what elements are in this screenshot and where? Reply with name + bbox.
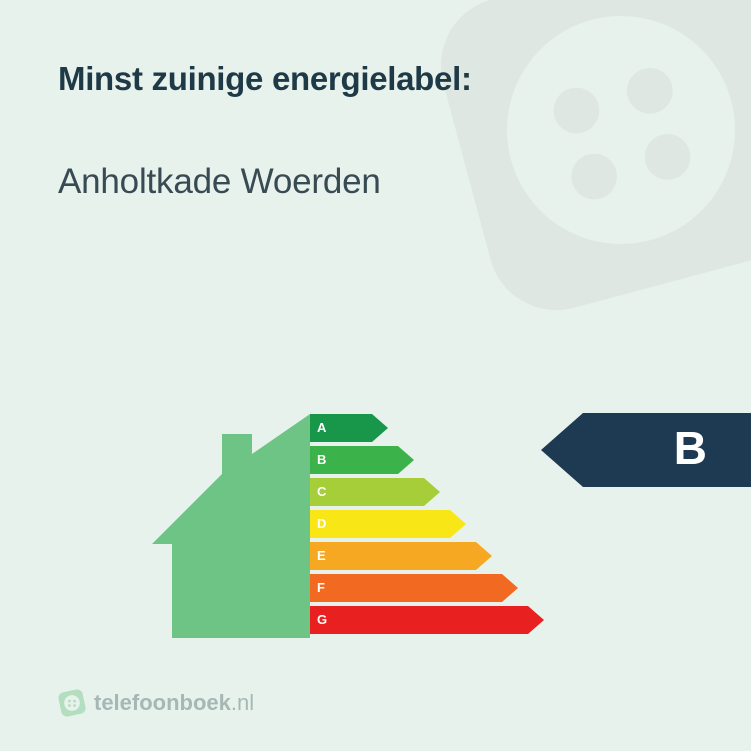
energy-bar-label: D <box>317 516 326 531</box>
rating-letter: B <box>674 421 707 475</box>
energy-label-chart: A B C D E F G B <box>0 378 751 658</box>
house-icon <box>152 414 310 638</box>
energy-bar-label: F <box>317 580 325 595</box>
energy-bar-label: C <box>317 484 326 499</box>
footer-brand-name: telefoonboek <box>94 690 231 715</box>
energy-bar-label: E <box>317 548 326 563</box>
energy-bar-label: G <box>317 612 327 627</box>
footer-brand-tld: .nl <box>231 690 254 715</box>
energy-bar-label: A <box>317 420 326 435</box>
page-title: Minst zuinige energielabel: <box>58 60 693 98</box>
energy-bar-label: B <box>317 452 326 467</box>
footer-brand: telefoonboek.nl <box>58 689 254 717</box>
rating-badge: B <box>541 413 751 487</box>
location-name: Anholtkade Woerden <box>58 162 693 202</box>
phonebook-icon <box>58 689 86 717</box>
